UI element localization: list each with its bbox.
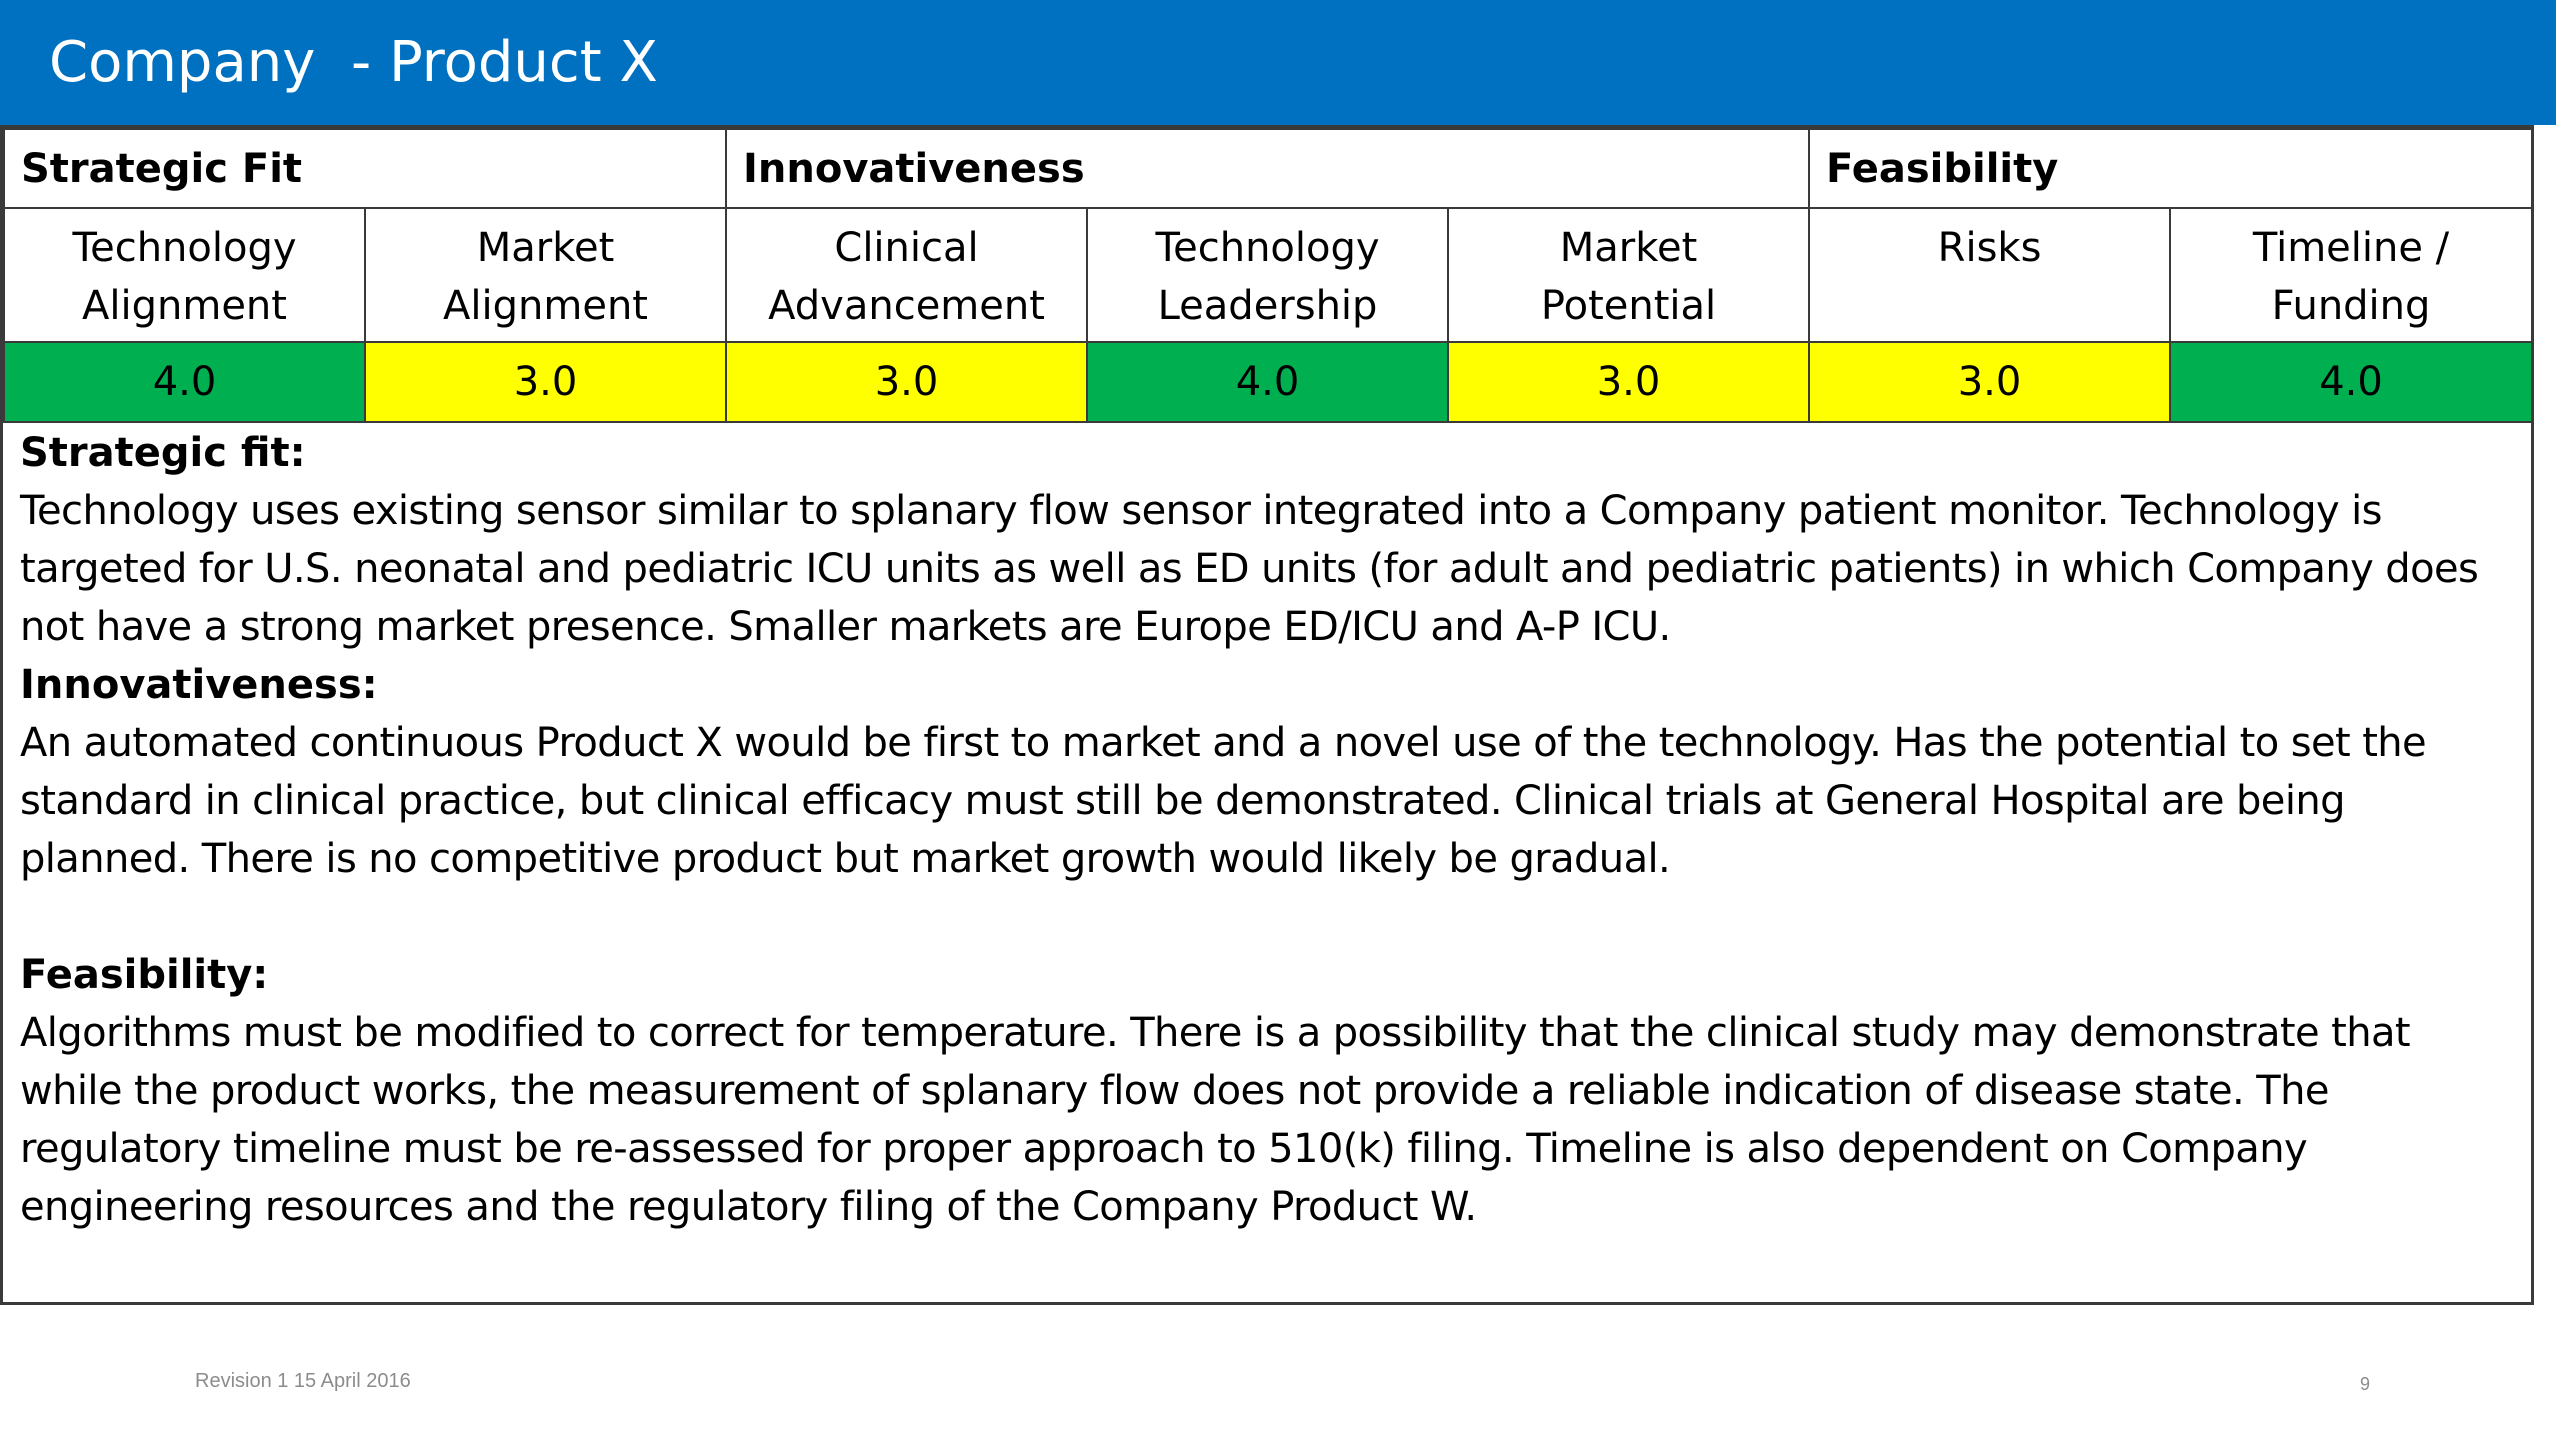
criteria-row: Technology Alignment Market Alignment Cl… (3, 207, 2534, 343)
criterion-label-line2: Alignment (82, 283, 287, 329)
criterion-label-line2: Advancement (768, 283, 1045, 329)
category-feasibility: Feasibility (1808, 128, 2534, 209)
criterion-clinical-advancement: Clinical Advancement (725, 207, 1089, 343)
criterion-label-line1: Market (476, 225, 615, 271)
score-market-potential: 3.0 (1447, 341, 1811, 423)
section-body-feasibility: Algorithms must be modified to correct f… (20, 1010, 2411, 1230)
assessment-score-table: Strategic Fit Innovativeness Feasibility… (2, 128, 2534, 423)
criterion-market-potential: Market Potential (1447, 207, 1811, 343)
criterion-market-alignment: Market Alignment (363, 207, 728, 343)
criterion-label-line1: Market (1559, 225, 1698, 271)
section-heading-strategic-fit: Strategic fit: (20, 430, 306, 476)
criterion-label-line1: Risks (1937, 225, 2042, 271)
score-risks: 3.0 (1808, 341, 2172, 423)
title-bar: Company - Product X (0, 0, 2556, 125)
category-innovativeness: Innovativeness (725, 128, 1811, 209)
criterion-label-line1: Timeline / (2252, 225, 2450, 271)
score-market-alignment: 3.0 (363, 341, 728, 423)
criterion-technology-alignment: Technology Alignment (3, 207, 366, 343)
slide-title: Company - Product X (49, 30, 658, 95)
criterion-label-line1: Technology (1155, 225, 1380, 271)
criterion-label-line2: Potential (1540, 283, 1717, 329)
criterion-timeline-funding: Timeline / Funding (2169, 207, 2534, 343)
score-technology-leadership: 4.0 (1086, 341, 1450, 423)
section-spacer (20, 888, 2520, 946)
criterion-risks: Risks (1808, 207, 2172, 343)
assessment-frame: Strategic Fit Innovativeness Feasibility… (0, 125, 2534, 1305)
criterion-label-line2: Alignment (443, 283, 648, 329)
section-body-strategic-fit: Technology uses existing sensor similar … (20, 488, 2479, 650)
criterion-label-line2: Leadership (1157, 283, 1378, 329)
score-technology-alignment: 4.0 (3, 341, 366, 423)
criterion-label-line1: Technology (72, 225, 297, 271)
category-strategic-fit: Strategic Fit (2, 128, 728, 209)
criterion-label-line1: Clinical (834, 225, 979, 271)
assessment-narrative: Strategic fit: Technology uses existing … (20, 424, 2520, 1236)
score-timeline-funding: 4.0 (2169, 341, 2534, 423)
section-heading-innovativeness: Innovativeness: (20, 662, 378, 708)
criterion-technology-leadership: Technology Leadership (1086, 207, 1450, 343)
criterion-label-line2: Funding (2271, 283, 2431, 329)
section-heading-feasibility: Feasibility: (20, 952, 269, 998)
footer-revision: Revision 1 15 April 2016 (195, 1370, 411, 1392)
page-number: 9 (2360, 1374, 2371, 1394)
score-row: 4.0 3.0 3.0 4.0 3.0 3.0 4.0 (3, 341, 2534, 423)
category-header-row: Strategic Fit Innovativeness Feasibility (2, 128, 2534, 209)
section-body-innovativeness: An automated continuous Product X would … (20, 720, 2427, 882)
score-clinical-advancement: 3.0 (725, 341, 1089, 423)
